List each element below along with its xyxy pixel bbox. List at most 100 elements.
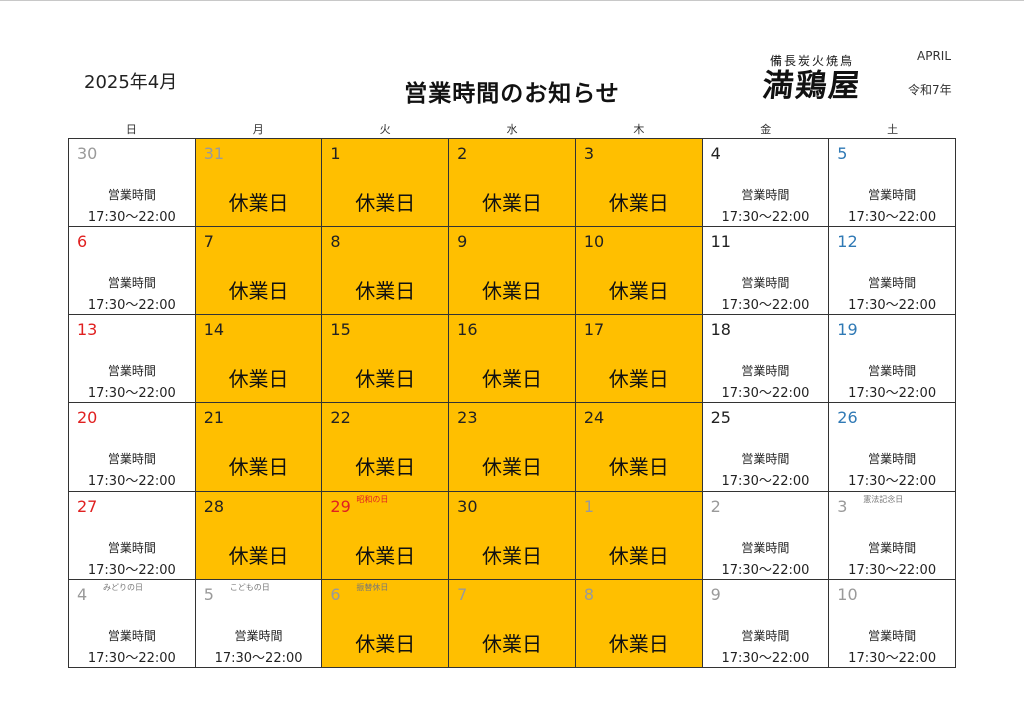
hours-label: 営業時間: [741, 276, 790, 291]
calendar-day-open: 20 営業時間 17:30～22:00: [69, 403, 196, 492]
closed-label: 休業日: [228, 455, 289, 480]
closed-label: 休業日: [355, 279, 416, 304]
calendar-day-closed: 1 休業日: [322, 139, 450, 228]
hours-time: 17:30～22:00: [721, 210, 810, 225]
day-number: 25: [710, 408, 731, 428]
closed-label: 休業日: [481, 279, 542, 304]
hours-label: 営業時間: [868, 452, 917, 467]
calendar-day-closed: 7 休業日: [195, 227, 323, 316]
day-number: 11: [710, 232, 731, 252]
closed-label: 休業日: [355, 367, 416, 392]
calendar-day-open: 5 こどもの日 営業時間 17:30～22:00: [195, 579, 323, 668]
era-year: 令和7年: [908, 83, 952, 97]
calendar-day-open: 6 営業時間 17:30～22:00: [69, 227, 196, 316]
hours-label: 営業時間: [107, 364, 156, 379]
hours-time: 17:30～22:00: [721, 386, 810, 402]
calendar-day-open: 3 憲法記念日 営業時間 17:30～22:00: [829, 491, 956, 580]
day-number: 29: [330, 496, 351, 516]
closed-label: 休業日: [608, 367, 669, 392]
calendar-day-open: 11 営業時間 17:30～22:00: [702, 227, 830, 316]
day-number: 1: [330, 144, 341, 163]
month-english: APRIL: [917, 49, 952, 63]
hours-time: 17:30～22:00: [721, 298, 810, 314]
day-number: 5: [837, 144, 848, 163]
hours-label: 営業時間: [741, 540, 790, 555]
calendar-day-closed: 16 休業日: [449, 315, 576, 404]
calendar-day-closed: 2 休業日: [449, 139, 576, 228]
day-number: 19: [837, 320, 858, 340]
day-number: 3: [583, 144, 595, 163]
day-number: 8: [330, 232, 341, 252]
page-title: 営業時間のお知らせ: [404, 81, 620, 107]
calendar-day-closed: 31 休業日: [195, 139, 323, 228]
day-number: 7: [457, 584, 468, 604]
day-number: 31: [203, 144, 225, 163]
closed-label: 休業日: [481, 543, 542, 568]
day-number: 5: [203, 584, 214, 604]
calendar-day-open: 18 営業時間 17:30～22:00: [702, 315, 830, 404]
closed-label: 休業日: [608, 543, 669, 568]
day-number: 27: [77, 496, 98, 516]
calendar-day-open: 4 営業時間 17:30～22:00: [702, 139, 830, 228]
calendar-day-closed: 6 振替休日 休業日: [322, 579, 450, 668]
hours-label: 営業時間: [107, 628, 156, 643]
closed-label: 休業日: [228, 191, 289, 215]
day-number: 12: [837, 232, 858, 252]
day-number: 14: [203, 320, 225, 340]
day-number: 20: [77, 408, 98, 428]
calendar-day-closed: 21 休業日: [195, 403, 323, 492]
hours-label: 営業時間: [741, 188, 790, 202]
restaurant-logo: 備長炭火焼鳥 満鶏屋: [752, 52, 872, 104]
closed-label: 休業日: [481, 191, 542, 215]
day-number: 18: [710, 320, 731, 340]
day-number: 1: [583, 496, 595, 516]
calendar-day-closed: 8 休業日: [322, 227, 450, 316]
calendar-day-open: 10 営業時間 17:30～22:00: [829, 579, 956, 668]
closed-label: 休業日: [481, 455, 542, 480]
closed-label: 休業日: [228, 367, 289, 392]
day-number: 10: [583, 232, 605, 252]
closed-label: 休業日: [608, 191, 669, 215]
closed-label: 休業日: [228, 279, 289, 304]
calendar-day-open: 2 営業時間 17:30～22:00: [702, 491, 830, 580]
hours-label: 営業時間: [868, 276, 917, 291]
calendar-day-open: 25 営業時間 17:30～22:00: [702, 403, 830, 492]
calendar-grid: 30 営業時間 17:30～22:00 31 休業日 1 休業日 2 休業日 3 休業日 4 営業時間 1…: [68, 138, 956, 668]
day-number: 6: [77, 232, 88, 252]
hours-time: 17:30～22:00: [848, 650, 937, 666]
holiday-note: こどもの日: [229, 582, 270, 592]
hours-time: 17:30～22:00: [87, 650, 176, 666]
day-number: 9: [457, 232, 468, 252]
closed-label: 休業日: [608, 631, 669, 656]
hours-label: 営業時間: [107, 540, 156, 555]
calendar-day-open: 4 みどりの日 営業時間 17:30～22:00: [69, 579, 196, 668]
calendar-day-open: 30 営業時間 17:30～22:00: [69, 139, 196, 228]
day-number: 15: [330, 320, 351, 340]
day-number: 21: [203, 408, 225, 428]
calendar-day-closed: 3 休業日: [575, 139, 703, 228]
hours-time: 17:30～22:00: [848, 562, 937, 578]
closed-label: 休業日: [608, 455, 669, 480]
hours-label: 営業時間: [741, 452, 790, 467]
calendar-day-closed: 10 休業日: [575, 227, 703, 316]
day-number: 6: [330, 584, 341, 604]
day-number: 9: [710, 584, 721, 604]
calendar-day-closed: 29 昭和の日 休業日: [322, 491, 450, 580]
day-number: 30: [77, 144, 98, 163]
holiday-note: 憲法記念日: [863, 494, 904, 504]
hours-time: 17:30～22:00: [721, 474, 810, 490]
calendar-day-closed: 9 休業日: [449, 227, 576, 316]
hours-label: 営業時間: [741, 364, 790, 379]
day-number: 17: [583, 320, 605, 340]
closed-label: 休業日: [481, 631, 542, 656]
calendar-day-closed: 8 休業日: [575, 579, 703, 668]
calendar-day-closed: 28 休業日: [195, 491, 323, 580]
hours-label: 営業時間: [868, 364, 917, 379]
weekday-fri: 金: [760, 123, 772, 136]
day-number: 13: [77, 320, 98, 340]
weekday-thu: 木: [633, 123, 645, 136]
hours-time: 17:30～22:00: [87, 386, 176, 402]
hours-time: 17:30～22:00: [87, 210, 176, 225]
calendar-day-closed: 17 休業日: [575, 315, 703, 404]
day-number: 28: [203, 496, 225, 516]
